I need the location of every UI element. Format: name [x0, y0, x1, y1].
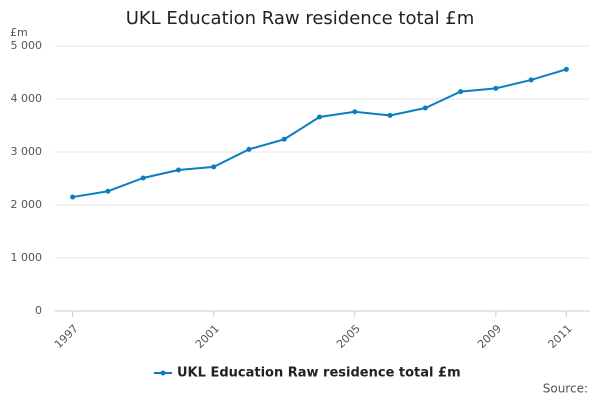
y-tick-label: 0: [35, 304, 42, 317]
source: Source:: [543, 382, 588, 396]
x-tick-label: 2009: [475, 322, 504, 351]
point: [175, 167, 181, 173]
point: [493, 85, 499, 91]
point: [70, 194, 76, 200]
chart-title: UKL Education Raw residence total £m: [126, 8, 475, 29]
y-tick-label: 5 000: [11, 39, 43, 52]
y-tick-label: 4 000: [11, 92, 43, 105]
point: [105, 188, 111, 194]
line: [72, 68, 567, 199]
point: [211, 164, 217, 170]
point: [528, 77, 534, 83]
y-tick-label: 2 000: [11, 198, 43, 211]
point: [563, 66, 569, 72]
point: [387, 112, 393, 118]
y-tick-label: 3 000: [11, 145, 43, 158]
point: [422, 105, 428, 111]
x-tick-label: 2005: [334, 322, 363, 351]
point: [281, 136, 287, 142]
legend-marker: [160, 370, 166, 376]
x-tick-label: 1997: [52, 322, 81, 351]
legend-label: UKL Education Raw residence total £m: [177, 366, 461, 381]
point: [352, 109, 358, 115]
y-axis-unit: £m: [10, 26, 28, 39]
x-tick-label: 2011: [546, 322, 575, 351]
point: [317, 114, 322, 120]
point: [458, 89, 464, 95]
y-tick-label: 1 000: [11, 251, 43, 264]
point: [246, 146, 252, 152]
point: [140, 175, 146, 181]
x-tick-label: 2001: [193, 322, 222, 351]
